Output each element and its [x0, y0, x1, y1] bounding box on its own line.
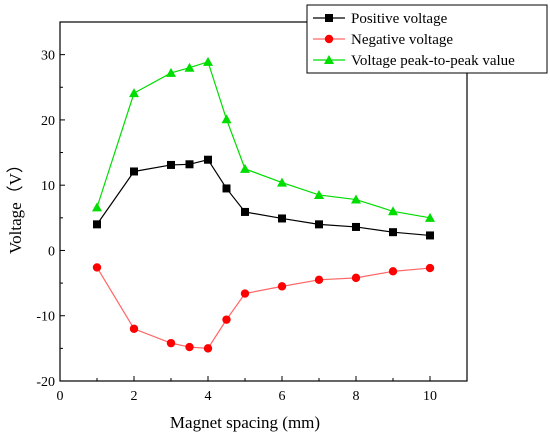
data-point	[204, 155, 212, 164]
series-line-2	[96, 61, 431, 219]
data-point	[166, 338, 176, 348]
x-axis-title: Magnet spacing (mm)	[170, 413, 320, 432]
data-point	[277, 282, 287, 291]
data-point	[314, 189, 324, 199]
data-point	[221, 114, 232, 124]
y-tick-label: 30	[41, 49, 55, 64]
legend-label: Voltage peak-to-peak value	[351, 53, 515, 69]
data-point	[203, 344, 213, 353]
y-tick-label: -20	[36, 375, 55, 390]
plot-frame	[59, 21, 468, 382]
data-point	[388, 267, 398, 276]
data-point	[240, 163, 250, 173]
y-tick-label: 10	[41, 179, 55, 194]
series-line-1	[96, 267, 431, 349]
x-tick-label: 10	[423, 389, 437, 404]
data-point	[167, 160, 175, 169]
data-point	[240, 289, 250, 298]
data-point	[241, 207, 249, 216]
data-point	[278, 214, 286, 223]
legend-marker	[324, 34, 334, 44]
data-point	[93, 220, 101, 229]
data-point	[184, 62, 195, 72]
data-point	[92, 263, 102, 272]
data-point	[389, 228, 397, 237]
y-axis-ticks: -20 -10 0 10 20 30	[36, 49, 65, 390]
x-tick-label: 4	[205, 389, 212, 404]
x-tick-label: 2	[131, 389, 138, 404]
x-tick-label: 0	[57, 389, 64, 404]
data-point	[351, 273, 361, 283]
data-point	[185, 342, 194, 352]
legend-marker	[324, 55, 334, 64]
data-point	[314, 275, 324, 285]
y-axis-title: Voltage（V）	[6, 156, 25, 254]
data-point	[351, 194, 361, 204]
x-axis-ticks: 0 2 4 6 8 10	[57, 376, 437, 404]
series-lines	[96, 61, 431, 349]
data-point	[315, 220, 323, 229]
plot-axes	[59, 21, 468, 382]
series-markers	[92, 56, 435, 353]
legend-box	[306, 4, 548, 74]
data-point	[425, 263, 435, 273]
series-line-0	[96, 159, 431, 237]
data-point	[388, 206, 398, 216]
legend-marker	[325, 14, 333, 22]
data-point	[222, 184, 231, 193]
data-point	[130, 167, 138, 176]
data-point	[166, 67, 176, 77]
legend: Positive voltage Negative voltage Voltage …	[306, 4, 548, 74]
data-point	[92, 202, 102, 212]
legend-label: Positive voltage	[351, 11, 448, 27]
data-point	[222, 315, 231, 324]
data-point	[426, 231, 434, 240]
x-tick-label: 6	[279, 389, 286, 404]
x-tick-label: 8	[353, 389, 360, 404]
data-point	[203, 56, 213, 66]
y-tick-label: 20	[41, 114, 55, 129]
y-tick-label: 0	[48, 244, 55, 259]
data-point	[129, 88, 139, 98]
legend-label: Negative voltage	[351, 32, 453, 48]
data-point	[425, 212, 435, 222]
data-point	[185, 160, 194, 169]
y-tick-label: -10	[36, 310, 55, 325]
data-point	[352, 222, 360, 231]
data-point	[277, 177, 287, 187]
data-point	[129, 324, 139, 333]
